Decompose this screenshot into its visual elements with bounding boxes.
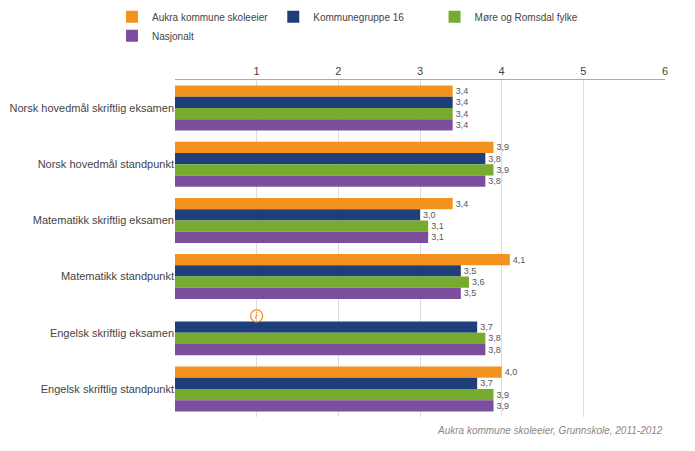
svg-text:3,9: 3,9 bbox=[497, 390, 510, 400]
svg-text:3: 3 bbox=[417, 65, 423, 77]
svg-text:Aukra kommune skoleeier: Aukra kommune skoleeier bbox=[152, 12, 268, 23]
svg-text:3,8: 3,8 bbox=[488, 345, 501, 355]
svg-text:3,9: 3,9 bbox=[497, 401, 510, 411]
svg-text:3,9: 3,9 bbox=[497, 165, 510, 175]
svg-text:3,0: 3,0 bbox=[423, 210, 436, 220]
svg-text:Norsk hovedmål standpunkt: Norsk hovedmål standpunkt bbox=[38, 158, 174, 170]
svg-text:3,6: 3,6 bbox=[472, 277, 485, 287]
svg-text:Matematikk skriftlig eksamen: Matematikk skriftlig eksamen bbox=[33, 214, 174, 226]
svg-text:i: i bbox=[255, 311, 258, 321]
svg-text:Aukra kommune skoleeier, Grunn: Aukra kommune skoleeier, Grunnskole, 201… bbox=[437, 425, 663, 436]
svg-text:3,4: 3,4 bbox=[456, 86, 469, 96]
svg-text:3,8: 3,8 bbox=[488, 176, 501, 186]
svg-text:Engelsk skriftlig standpunkt: Engelsk skriftlig standpunkt bbox=[41, 383, 174, 395]
svg-text:6: 6 bbox=[662, 65, 668, 77]
svg-text:3,7: 3,7 bbox=[480, 378, 493, 388]
svg-text:3,5: 3,5 bbox=[464, 266, 477, 276]
svg-text:3,8: 3,8 bbox=[488, 154, 501, 164]
svg-text:3,9: 3,9 bbox=[497, 142, 510, 152]
svg-text:Kommunegruppe 16: Kommunegruppe 16 bbox=[313, 12, 404, 23]
svg-text:4,1: 4,1 bbox=[513, 255, 526, 265]
svg-text:3,7: 3,7 bbox=[480, 322, 493, 332]
svg-text:3,4: 3,4 bbox=[456, 199, 469, 209]
svg-text:3,4: 3,4 bbox=[456, 109, 469, 119]
svg-text:1: 1 bbox=[254, 65, 260, 77]
svg-text:Matematikk standpunkt: Matematikk standpunkt bbox=[61, 270, 174, 282]
svg-text:4: 4 bbox=[499, 65, 505, 77]
svg-text:3,4: 3,4 bbox=[456, 120, 469, 130]
svg-text:2: 2 bbox=[335, 65, 341, 77]
svg-text:Norsk hovedmål skriftlig eksam: Norsk hovedmål skriftlig eksamen bbox=[10, 102, 174, 114]
svg-text:3,4: 3,4 bbox=[456, 97, 469, 107]
svg-text:3,1: 3,1 bbox=[431, 221, 444, 231]
svg-text:3,5: 3,5 bbox=[464, 288, 477, 298]
svg-text:5: 5 bbox=[580, 65, 586, 77]
svg-text:3,1: 3,1 bbox=[431, 232, 444, 242]
svg-text:Nasjonalt: Nasjonalt bbox=[152, 31, 194, 42]
svg-text:4,0: 4,0 bbox=[505, 367, 518, 377]
svg-text:Engelsk skriftlig eksamen: Engelsk skriftlig eksamen bbox=[50, 327, 174, 339]
svg-text:3,8: 3,8 bbox=[488, 333, 501, 343]
svg-text:Møre og Romsdal fylke: Møre og Romsdal fylke bbox=[475, 12, 578, 23]
